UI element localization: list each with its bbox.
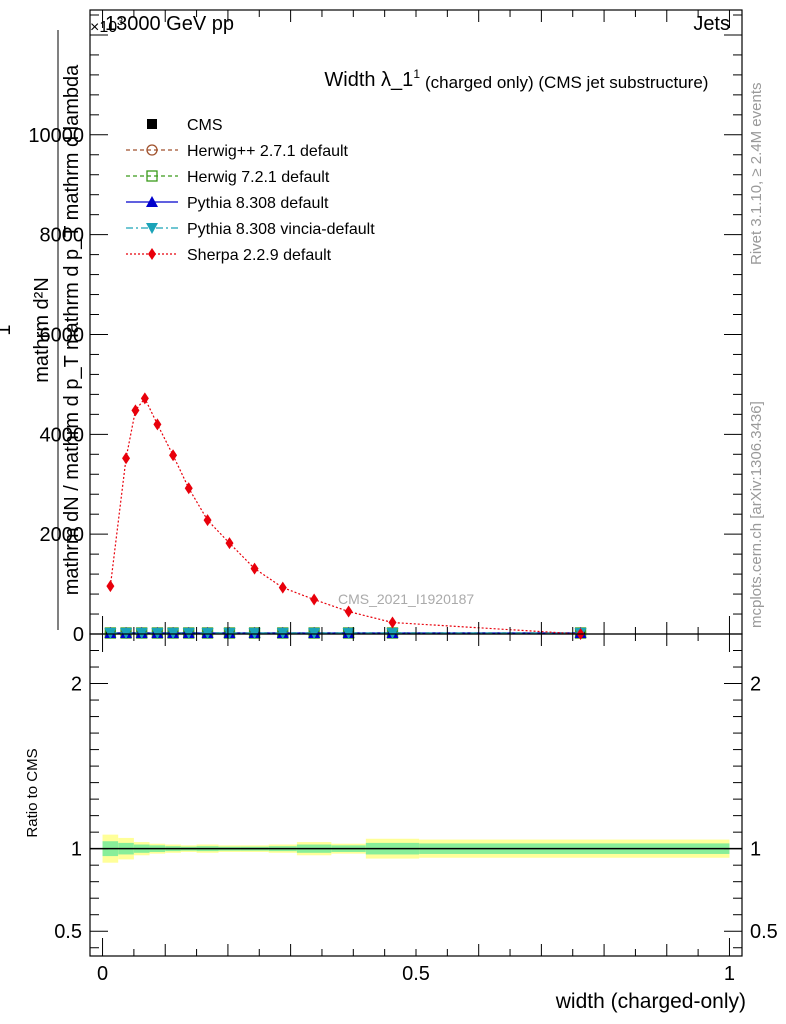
y-tick-label: 6000 xyxy=(40,324,85,346)
legend-marker xyxy=(148,248,156,260)
mcplots-label: mcplots.cern.ch [arXiv:1306.3436] xyxy=(748,401,765,628)
data-point-sherpa-2-2-9-default xyxy=(225,537,234,550)
y-label-numerator: mathrm d²N xyxy=(31,277,53,383)
legend-label: Herwig 7.2.1 default xyxy=(187,169,330,186)
legend-label: Sherpa 2.2.9 default xyxy=(187,247,332,264)
ratio-y-tick-label: 2 xyxy=(71,674,82,696)
x-tick-label: 0.5 xyxy=(402,963,430,985)
data-point-sherpa-2-2-9-default xyxy=(131,404,140,417)
data-point-sherpa-2-2-9-default xyxy=(106,580,115,593)
data-point-sherpa-2-2-9-default xyxy=(388,616,397,629)
x-tick-label: 1 xyxy=(724,963,735,985)
y-tick-label: 2000 xyxy=(40,524,85,546)
y-tick-label: 0 xyxy=(73,624,84,646)
y-label-denominator: mathrm dN / mathrm d p_T mathrm d p_T ma… xyxy=(61,64,83,595)
ratio-y-label: Ratio to CMS xyxy=(24,748,41,837)
ratio-frame xyxy=(89,633,743,957)
legend-marker xyxy=(146,223,158,234)
legend-label: Pythia 8.308 default xyxy=(187,195,329,212)
y-tick-label: 8000 xyxy=(40,225,85,247)
process-label: Jets xyxy=(693,13,730,35)
main-frame xyxy=(89,9,743,635)
ratio-y-tick-label-right: 2 xyxy=(750,674,761,696)
data-point-sherpa-2-2-9-default xyxy=(203,514,212,527)
data-point-sherpa-2-2-9-default xyxy=(122,452,131,465)
legend-marker xyxy=(146,170,158,182)
y-tick-label: 4000 xyxy=(40,424,85,446)
energy-label: 13000 GeV pp xyxy=(105,13,234,35)
main-series xyxy=(104,392,587,640)
legend-label: CMS xyxy=(187,117,223,134)
data-point-sherpa-2-2-9-default xyxy=(250,562,259,575)
ratio-y-tick-label-right: 0.5 xyxy=(750,921,778,943)
legend-label: Pythia 8.308 vincia-default xyxy=(187,221,375,238)
y-tick-label: 10000 xyxy=(28,125,84,147)
ratio-y-tick-label: 0.5 xyxy=(54,921,82,943)
data-point-sherpa-2-2-9-default xyxy=(278,581,287,594)
ratio-y-tick-label: 1 xyxy=(71,839,82,861)
data-point-sherpa-2-2-9-default xyxy=(140,392,149,405)
analysis-watermark: CMS_2021_I1920187 xyxy=(338,591,474,607)
main-y-label: mathrm d²N 1 mathrm dN / mathrm d p_T ma… xyxy=(0,30,83,630)
legend-label: Herwig++ 2.7.1 default xyxy=(187,143,349,160)
ratio-y-ticks: 0.5 0.5 1 1 2 2 xyxy=(54,650,778,949)
y-label-one: 1 xyxy=(0,324,15,335)
x-axis-label: width (charged-only) xyxy=(555,990,746,1013)
data-point-sherpa-2-2-9-default xyxy=(184,482,193,495)
x-ticks: 0 0.5 1 xyxy=(97,10,735,985)
exponent-label: ×103 xyxy=(90,16,123,36)
data-point-sherpa-2-2-9-default xyxy=(153,418,162,431)
legend-marker xyxy=(147,119,157,129)
legend-marker xyxy=(146,144,158,156)
data-point-sherpa-2-2-9-default xyxy=(310,593,319,606)
legend-marker xyxy=(146,196,158,207)
legend: CMS Herwig++ 2.7.1 default Herwig 7.2.1 de… xyxy=(126,117,375,264)
data-point-sherpa-2-2-9-default xyxy=(169,449,178,462)
ratio-y-tick-label-right: 1 xyxy=(750,839,761,861)
chart-subtitle: (charged only) (CMS jet substructure) xyxy=(425,73,708,92)
rivet-label: Rivet 3.1.10, ≥ 2.4M events xyxy=(748,83,765,266)
main-y-ticks: 0 2000 4000 6000 8000 10000 xyxy=(28,14,742,646)
data-point-sherpa-2-2-9-default xyxy=(344,605,353,618)
x-tick-label: 0 xyxy=(97,963,108,985)
chart-title: Width λ_11 xyxy=(324,67,420,91)
